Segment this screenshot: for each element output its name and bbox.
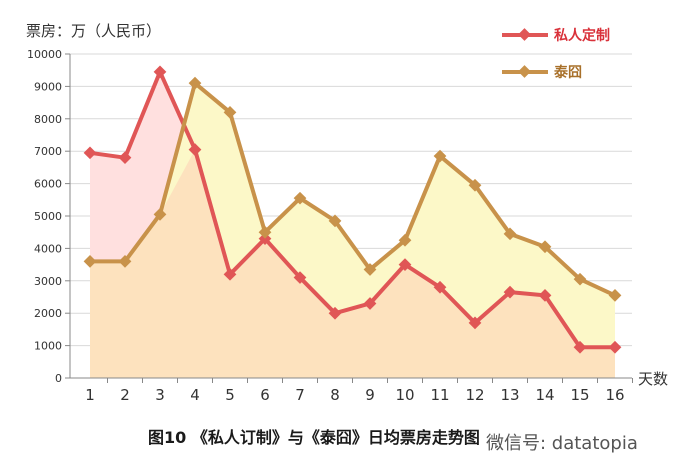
x-tick-label: 11 — [430, 386, 449, 404]
legend-swatch-marker — [518, 28, 531, 41]
x-tick-label: 16 — [605, 386, 624, 404]
data-point-si-ren-ding-zhi — [153, 65, 167, 79]
legend-item-si-ren-ding-zhi: 私人定制 — [502, 27, 610, 44]
data-point-si-ren-ding-zhi — [363, 297, 377, 310]
data-point-tai-jiong — [328, 214, 342, 228]
x-tick-label: 10 — [395, 386, 414, 404]
data-point-tai-jiong — [433, 149, 447, 163]
x-tick-label: 9 — [365, 386, 375, 404]
axes — [69, 54, 632, 379]
x-tick-label: 7 — [295, 386, 305, 404]
chart-caption: 图10 《私人订制》与《泰囧》日均票房走势图 — [148, 428, 480, 447]
data-point-tai-jiong — [468, 178, 482, 192]
data-point-si-ren-ding-zhi — [468, 316, 482, 330]
x-axis-title: 天数 — [638, 370, 668, 388]
y-tick-label: 6000 — [34, 178, 62, 191]
legend: 私人定制 泰囧 — [502, 27, 610, 81]
x-tick-label: 14 — [535, 386, 554, 404]
x-tick-label: 2 — [120, 386, 130, 404]
data-point-si-ren-ding-zhi — [293, 271, 307, 284]
data-point-tai-jiong — [293, 191, 307, 205]
x-tick-label: 13 — [500, 386, 519, 404]
area-fills — [90, 71, 615, 378]
area-fill-overlap — [90, 149, 615, 378]
y-tick-label: 7000 — [34, 145, 62, 158]
tick-labels: 0 1000 2000 3000 4000 5000 6000 7000 8000 9000 100… — [27, 48, 625, 404]
series-line-si-ren-ding-zhi — [89, 69, 615, 350]
y-tick-label: 8000 — [34, 113, 62, 126]
data-point-si-ren-ding-zhi — [118, 151, 132, 165]
x-tick-label: 15 — [570, 386, 589, 404]
data-point-tai-jiong — [398, 233, 412, 247]
data-point-tai-jiong — [153, 208, 167, 221]
x-tick-label: 3 — [155, 386, 165, 404]
legend-swatch-marker — [518, 65, 531, 78]
data-point-si-ren-ding-zhi — [398, 258, 412, 271]
data-point-tai-jiong — [118, 254, 132, 268]
data-point-si-ren-ding-zhi — [83, 146, 97, 160]
series-line-tai-jiong — [90, 81, 616, 298]
data-point-si-ren-ding-zhi — [433, 280, 447, 294]
y-axis-title: 票房：万（人民币） — [26, 22, 161, 40]
x-tick-label: 6 — [260, 386, 270, 404]
y-tick-label: 1000 — [34, 340, 62, 353]
data-point-tai-jiong — [83, 254, 97, 268]
series-lines — [83, 65, 622, 354]
x-tick-label: 1 — [85, 386, 95, 404]
data-point-si-ren-ding-zhi — [258, 232, 272, 246]
data-point-si-ren-ding-zhi — [328, 306, 342, 320]
y-tick-label: 5000 — [34, 210, 62, 223]
data-point-tai-jiong — [223, 105, 237, 119]
y-tick-label: 0 — [55, 372, 62, 385]
data-point-tai-jiong — [258, 225, 272, 239]
legend-label-tai-jiong: 泰囧 — [553, 64, 582, 81]
x-tick-label: 4 — [190, 386, 200, 404]
watermark: 微信号: datatopia — [486, 433, 638, 454]
x-tick-label: 5 — [225, 386, 235, 404]
data-point-tai-jiong — [188, 76, 202, 90]
x-tick-label: 8 — [330, 386, 340, 404]
data-point-si-ren-ding-zhi — [223, 267, 237, 281]
y-tick-label: 10000 — [27, 48, 62, 61]
legend-label-si-ren-ding-zhi: 私人定制 — [554, 27, 610, 44]
data-point-si-ren-ding-zhi — [188, 143, 202, 156]
legend-item-tai-jiong: 泰囧 — [502, 64, 582, 81]
y-tick-label: 9000 — [34, 80, 62, 93]
x-tick-label: 12 — [465, 386, 484, 404]
data-point-tai-jiong — [363, 263, 377, 276]
y-tick-label: 2000 — [34, 307, 62, 320]
y-tick-label: 3000 — [34, 275, 62, 288]
y-tick-label: 4000 — [34, 242, 62, 255]
